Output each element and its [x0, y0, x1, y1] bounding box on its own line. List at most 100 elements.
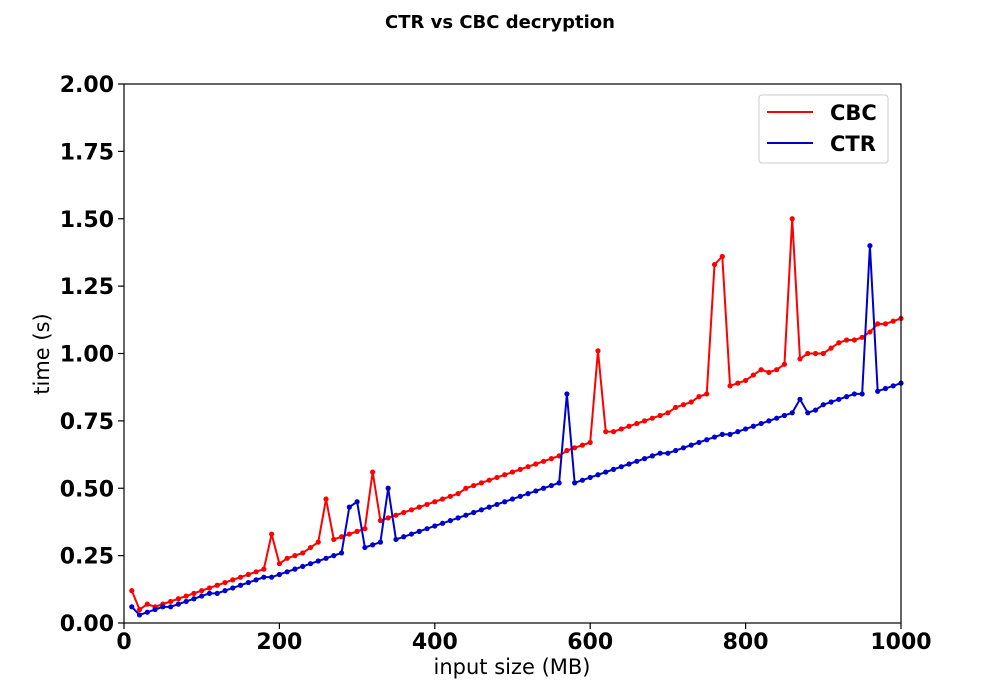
- data-point-cbc: [408, 507, 415, 513]
- data-point-ctr: [276, 571, 282, 578]
- data-point-cbc: [136, 606, 143, 613]
- data-point-ctr: [338, 550, 345, 556]
- data-point-ctr: [548, 482, 554, 489]
- data-point-ctr: [820, 402, 826, 408]
- data-point-ctr: [191, 596, 197, 602]
- data-point-cbc: [610, 429, 617, 435]
- x-tick-label: 600: [567, 630, 613, 655]
- data-point-cbc: [502, 472, 508, 478]
- y-tick-label: 2.00: [60, 73, 114, 98]
- data-point-ctr: [618, 464, 624, 470]
- data-point-ctr: [735, 429, 741, 435]
- data-point-cbc: [393, 512, 399, 518]
- data-point-ctr: [183, 598, 189, 605]
- data-point-ctr: [634, 458, 640, 464]
- data-point-ctr: [323, 555, 329, 561]
- data-point-cbc: [338, 534, 345, 540]
- data-point-cbc: [300, 550, 306, 556]
- data-point-cbc: [486, 477, 492, 483]
- legend-label-ctr: CTR: [830, 132, 876, 156]
- data-point-ctr: [393, 536, 399, 543]
- data-point-ctr: [160, 604, 166, 610]
- data-point-ctr: [657, 450, 663, 456]
- data-point-ctr: [875, 388, 881, 394]
- data-point-cbc: [439, 496, 446, 502]
- data-point-ctr: [851, 391, 857, 397]
- data-point-cbc: [564, 447, 570, 454]
- data-point-ctr: [579, 477, 586, 483]
- data-point-cbc: [191, 590, 197, 596]
- data-point-ctr: [774, 415, 780, 421]
- data-point-ctr: [797, 396, 803, 402]
- data-point-ctr: [743, 426, 749, 432]
- data-point-cbc: [261, 566, 267, 572]
- data-point-cbc: [424, 501, 430, 508]
- data-point-ctr: [696, 439, 702, 446]
- y-tick-label: 1.00: [60, 343, 114, 368]
- data-point-cbc: [859, 334, 865, 340]
- data-point-cbc: [618, 426, 624, 432]
- data-point-cbc: [276, 561, 282, 567]
- series-line-ctr: [131, 244, 902, 616]
- data-point-cbc: [455, 491, 461, 497]
- data-point-ctr: [502, 499, 508, 505]
- data-point-cbc: [144, 601, 150, 607]
- data-point-cbc: [727, 383, 733, 389]
- data-point-cbc: [230, 577, 236, 583]
- data-point-ctr: [416, 528, 422, 534]
- data-point-ctr: [680, 445, 687, 451]
- data-point-cbc: [867, 329, 873, 335]
- data-point-ctr: [781, 412, 788, 419]
- data-point-ctr: [711, 434, 718, 440]
- data-point-cbc: [517, 466, 523, 472]
- y-axis-label: time (s): [30, 313, 54, 394]
- data-point-ctr: [300, 563, 306, 570]
- data-point-cbc: [595, 348, 601, 354]
- data-point-ctr: [222, 588, 228, 594]
- data-point-ctr: [253, 577, 259, 583]
- y-tick-label: 0.25: [60, 545, 114, 570]
- data-point-cbc: [346, 531, 352, 537]
- x-tick-label: 200: [256, 630, 302, 655]
- data-point-ctr: [665, 450, 671, 456]
- data-point-cbc: [579, 442, 586, 448]
- data-point-cbc: [323, 496, 329, 502]
- data-point-ctr: [214, 590, 220, 596]
- series-line-cbc: [130, 217, 902, 611]
- data-point-ctr: [766, 418, 772, 424]
- data-point-ctr: [867, 243, 873, 249]
- y-tick-label: 1.75: [60, 140, 114, 165]
- data-point-ctr: [377, 539, 384, 545]
- data-point-cbc: [750, 372, 756, 378]
- data-point-ctr: [641, 456, 648, 462]
- data-point-cbc: [820, 350, 826, 357]
- data-point-ctr: [673, 447, 679, 454]
- data-point-ctr: [129, 604, 135, 610]
- data-point-ctr: [463, 512, 469, 518]
- data-point-ctr: [432, 523, 438, 529]
- data-point-ctr: [261, 574, 267, 580]
- data-point-ctr: [439, 520, 446, 526]
- data-point-ctr: [812, 407, 819, 413]
- data-point-cbc: [812, 350, 819, 357]
- data-point-cbc: [719, 253, 725, 260]
- data-point-ctr: [471, 509, 477, 516]
- data-point-cbc: [851, 337, 857, 343]
- data-point-ctr: [789, 410, 795, 416]
- data-point-cbc: [401, 509, 407, 516]
- y-tick-label: 1.25: [60, 275, 114, 300]
- data-point-ctr: [890, 383, 896, 389]
- data-point-cbc: [548, 456, 554, 462]
- data-point-cbc: [331, 536, 337, 543]
- data-point-cbc: [688, 399, 694, 405]
- data-point-cbc: [245, 571, 251, 578]
- data-point-ctr: [844, 394, 850, 400]
- data-point-ctr: [455, 515, 461, 521]
- data-point-cbc: [253, 569, 259, 575]
- data-point-cbc: [781, 361, 788, 367]
- data-point-cbc: [603, 429, 609, 435]
- y-tick-label: 1.50: [60, 208, 114, 233]
- data-point-ctr: [649, 453, 655, 459]
- data-point-cbc: [354, 528, 360, 534]
- data-point-cbc: [587, 439, 593, 446]
